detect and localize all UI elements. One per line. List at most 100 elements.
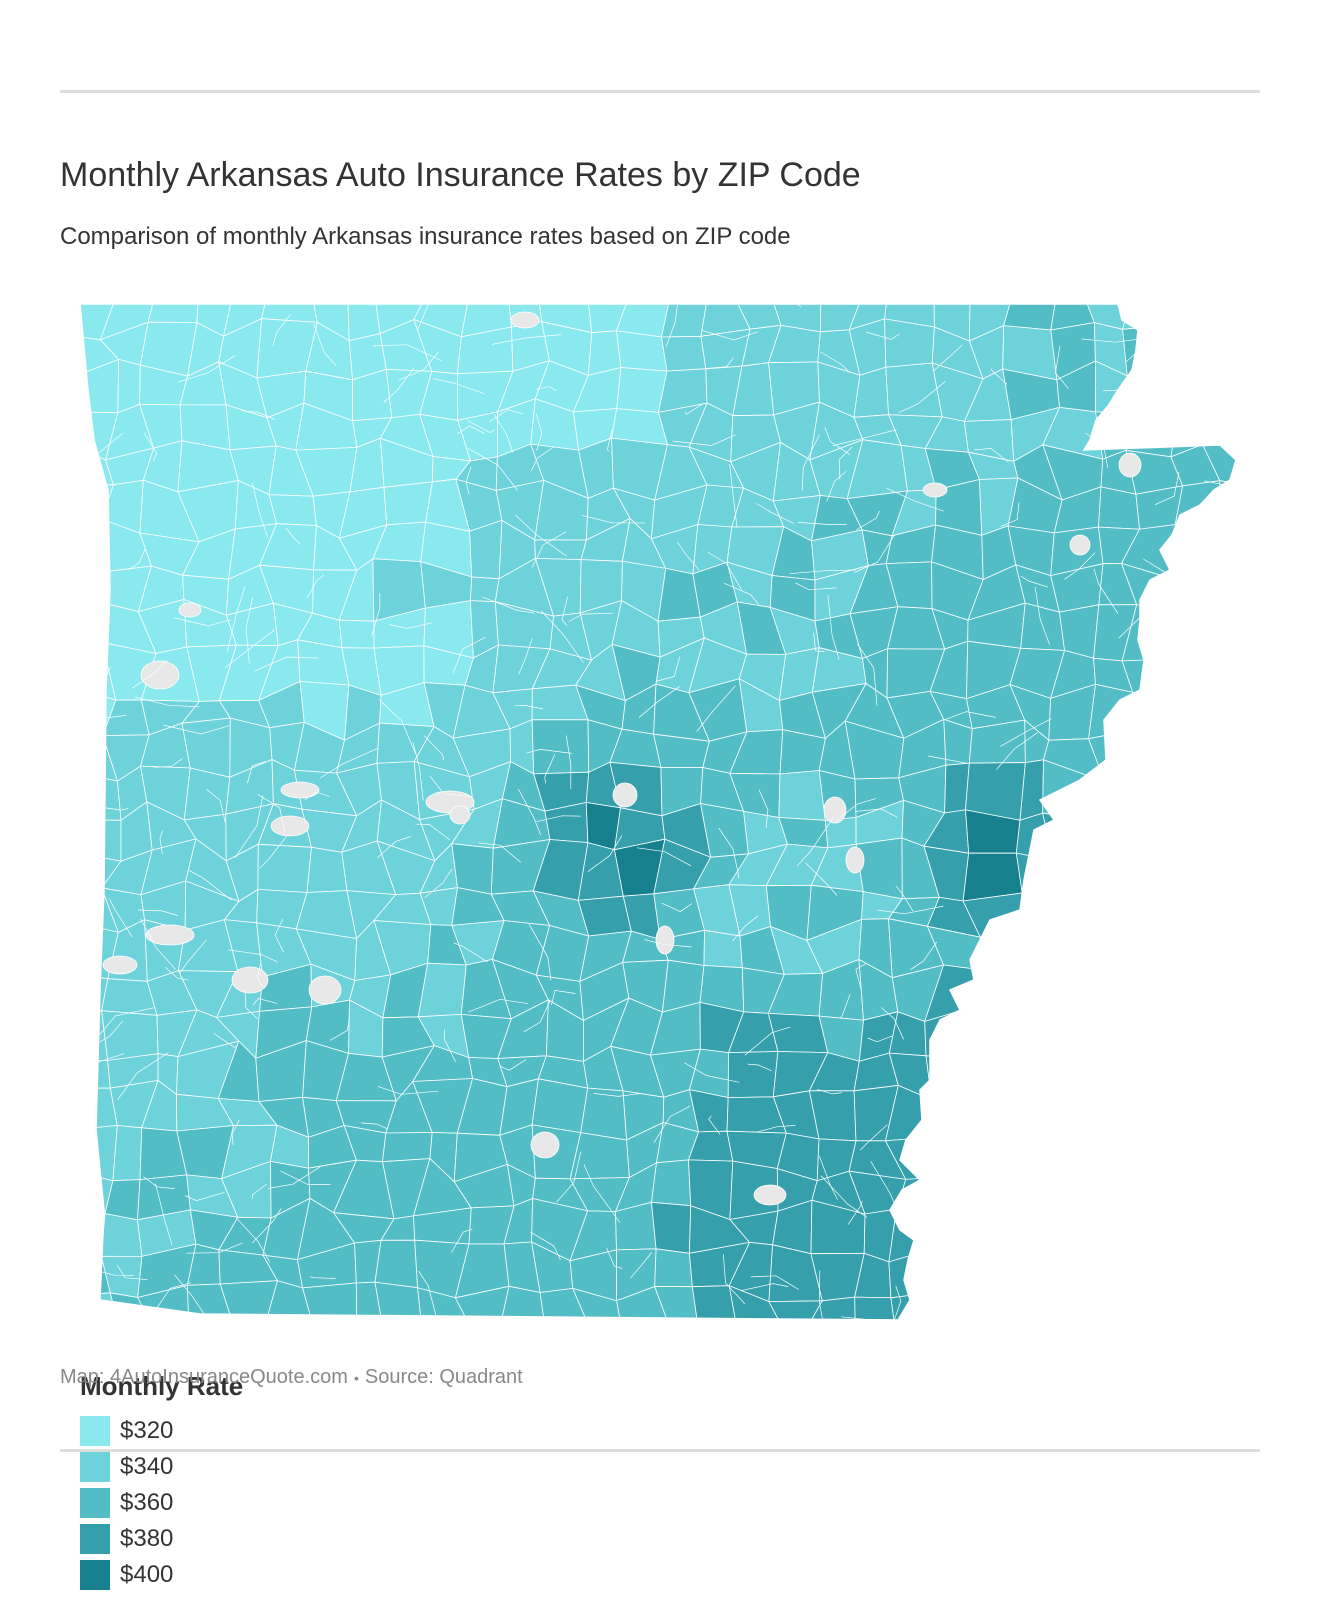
zip-region (1177, 1118, 1213, 1179)
zip-boundary (756, 503, 795, 524)
zip-region (1204, 1279, 1236, 1320)
zip-boundary (432, 378, 485, 395)
zip-boundary (285, 527, 301, 545)
zip-boundary (886, 487, 944, 512)
zip-boundary (251, 1208, 282, 1244)
zip-boundary (274, 918, 284, 953)
zip-boundary (131, 660, 167, 689)
zip-boundary (1171, 972, 1227, 984)
zip-boundary (999, 1051, 1044, 1060)
zip-boundary (684, 1062, 740, 1083)
zip-boundary (184, 1192, 225, 1201)
zip-region (1175, 324, 1210, 378)
zip-region (1091, 958, 1141, 1009)
zip-boundary (606, 1247, 623, 1269)
zip-boundary (1055, 1085, 1081, 1096)
zip-boundary (467, 420, 496, 434)
zip-boundary (708, 1115, 721, 1135)
zip-region (1001, 1178, 1047, 1222)
zip-region (531, 719, 590, 775)
zip-region (1093, 812, 1139, 850)
zip-boundary (523, 1000, 551, 1033)
zip-boundary (371, 593, 381, 637)
zip-region (661, 304, 710, 338)
zip-boundary (252, 998, 278, 1006)
zip-boundary (1066, 1309, 1106, 1320)
zip-boundary (866, 1329, 874, 1340)
zip-region (1003, 304, 1058, 331)
zip-boundary (1069, 1007, 1129, 1024)
zip-region (1021, 919, 1052, 979)
zip-region (1163, 1281, 1223, 1320)
zip-boundary (252, 1183, 267, 1199)
zip-boundary (1131, 998, 1155, 1042)
zip-region (1048, 1002, 1103, 1047)
legend-label: $360 (120, 1489, 174, 1516)
zip-region (1173, 1214, 1223, 1262)
zip-region (1173, 1175, 1215, 1221)
zip-boundary (638, 686, 680, 718)
zip-region (1163, 1260, 1223, 1303)
zip-boundary (996, 731, 1039, 770)
zip-region (935, 1202, 983, 1247)
legend-swatch (80, 1560, 110, 1590)
zip-boundary (246, 761, 266, 784)
zip-boundary (801, 434, 820, 491)
zip-region (805, 1296, 856, 1320)
zip-region (80, 1087, 118, 1131)
no-data-area (145, 924, 195, 946)
zip-boundary (789, 569, 856, 575)
no-data-area (1069, 534, 1091, 556)
zip-boundary (1148, 749, 1179, 763)
zip-boundary (398, 351, 439, 381)
zip-region (1122, 1176, 1179, 1216)
zip-boundary (535, 386, 557, 391)
zip-boundary (234, 795, 264, 858)
zip-region (768, 1300, 823, 1320)
zip-region (778, 770, 826, 821)
zip-boundary (377, 1086, 439, 1095)
zip-boundary (841, 1316, 898, 1320)
zip-boundary (1158, 1113, 1176, 1151)
zip-boundary (1108, 1204, 1134, 1238)
no-data-area (1118, 452, 1142, 478)
zip-boundary (541, 610, 584, 663)
zip-region (1211, 526, 1236, 580)
zip-region (1213, 1218, 1236, 1262)
zip-boundary (797, 522, 847, 525)
zip-boundary (417, 304, 445, 331)
zip-region (1010, 1002, 1051, 1045)
zip-region (925, 1128, 987, 1178)
zip-region (767, 1012, 829, 1054)
zip-region (925, 1055, 986, 1101)
zip-boundary (1101, 783, 1147, 791)
zip-region (1096, 1003, 1144, 1056)
zip-boundary (272, 313, 291, 346)
zip-boundary (1173, 880, 1221, 929)
zip-boundary (544, 754, 556, 784)
zip-region (1200, 645, 1236, 697)
zip-boundary (105, 807, 129, 811)
zip-region (1221, 1243, 1236, 1283)
zip-region (338, 619, 375, 649)
zip-boundary (877, 905, 944, 915)
zip-region (1081, 1045, 1144, 1093)
no-data-area (845, 846, 865, 874)
no-data-area (449, 805, 471, 825)
zip-boundary (163, 724, 230, 735)
zip-boundary (1020, 575, 1048, 588)
zip-region (888, 1202, 944, 1263)
zip-region (1166, 734, 1222, 772)
zip-region (1015, 1042, 1065, 1102)
zip-region (1082, 896, 1135, 927)
zip-boundary (1064, 552, 1096, 580)
zip-boundary (267, 1166, 320, 1189)
zip-boundary (796, 817, 834, 867)
zip-boundary (672, 434, 736, 446)
zip-boundary (306, 574, 325, 599)
zip-region (945, 1290, 987, 1320)
footer-credits: Map: 4AutoInsuranceQuote.com • Source: Qua… (60, 1364, 523, 1391)
zip-boundary (718, 827, 740, 879)
zip-boundary (140, 918, 176, 970)
zip-boundary (128, 548, 146, 571)
